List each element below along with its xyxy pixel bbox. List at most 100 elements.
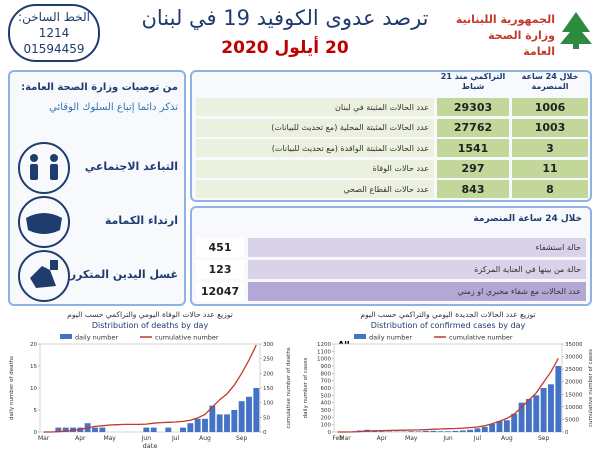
y-tick-label: 0 [328, 430, 332, 436]
legend-label: daily number [369, 334, 412, 342]
value-cumulative: 1541 [437, 139, 509, 157]
hotline-label: الخط الساخن: [10, 9, 98, 25]
y-tick-label: 200 [321, 415, 332, 421]
row-label: عدد الحالات المثبتة المحلية (مع تحديث لل… [196, 119, 434, 137]
x-tick-label: Apr [377, 435, 388, 442]
y-tick-label: 10 [30, 386, 37, 392]
y-tick-label: 5 [34, 408, 38, 414]
y-tick-label: 900 [321, 364, 332, 370]
y-tick-label: 0 [34, 430, 38, 436]
chart-container: توزيع عدد حالات الوفاة اليومي والتراكمي … [6, 310, 294, 450]
chart-container: توزيع عدد الحالات الجديدة اليومي والتراك… [300, 310, 596, 450]
bar [92, 428, 98, 432]
ministry-line: وزارة الصحة العامة [455, 28, 555, 60]
hospital-label: حالة من بينها في العناية المركزة [248, 260, 586, 279]
y2-tick-label: 25000 [565, 367, 583, 373]
x-tick-label: Mar [339, 435, 351, 442]
bar [231, 410, 237, 432]
x-tick-label: Aug [199, 435, 211, 442]
chart: توزيع عدد حالات الوفاة اليومي والتراكمي … [6, 310, 294, 450]
row-label: عدد حالات القطاع الصحي [196, 180, 434, 198]
bar [460, 431, 466, 432]
bar [151, 428, 157, 432]
bar [253, 388, 259, 432]
bar [482, 427, 488, 432]
y2-tick-label: 35000 [565, 342, 583, 348]
bar [165, 428, 171, 432]
x-tick-label: May [405, 435, 418, 442]
bar [430, 431, 436, 432]
bar [187, 423, 193, 432]
y2-tick-label: 5000 [565, 417, 579, 423]
legend-label: daily number [75, 334, 118, 342]
recommendation: التباعد الاجتماعي [85, 160, 178, 173]
bar [533, 395, 539, 432]
y-tick-label: 15 [30, 364, 37, 370]
bar [239, 401, 245, 432]
hospital-value: 123 [196, 260, 244, 279]
x-tick-label: Jul [473, 435, 482, 442]
recommendations-title: من توصيات وزارة الصحة العامة: [21, 82, 178, 93]
bar [438, 431, 444, 432]
bar [555, 366, 561, 432]
hotline-box: الخط الساخن: 1214 01594459 [8, 4, 100, 62]
bar [423, 431, 429, 432]
row-label: عدد الحالات المثبتة في لبنان [196, 98, 434, 116]
bar [497, 421, 503, 432]
bar [195, 419, 201, 432]
recommendation: ارتداء الكمامة [105, 214, 178, 227]
y2-tick-label: 30000 [565, 355, 583, 361]
x-tick-label: Mar [38, 435, 50, 442]
y2-tick-label: 250 [263, 357, 274, 363]
y2-tick-label: 300 [263, 342, 274, 348]
y2-tick-label: 150 [263, 386, 274, 392]
bar [526, 399, 532, 432]
bar [224, 414, 230, 432]
y-tick-label: 1000 [317, 357, 331, 363]
bar [416, 431, 422, 432]
y-tick-label: 600 [321, 386, 332, 392]
hospital-value: 451 [196, 238, 244, 257]
value-24h: 1006 [512, 98, 588, 116]
y-tick-label: 20 [30, 342, 37, 348]
y2-tick-label: 100 [263, 401, 274, 407]
value-cumulative: 843 [437, 180, 509, 198]
ministry-line: الجمهورية اللبنانية [455, 12, 555, 28]
bar [408, 431, 414, 432]
logo [558, 10, 594, 50]
y2-axis-label: cumulative number of cases [588, 349, 594, 427]
y2-tick-label: 10000 [565, 405, 583, 411]
y-axis-label: daily number of deaths [9, 356, 15, 420]
bar [217, 414, 223, 432]
chart: توزيع عدد الحالات الجديدة اليومي والتراك… [300, 310, 596, 450]
legend-label: cumulative number [155, 334, 219, 342]
x-tick-label: Jul [171, 435, 180, 442]
hospital-label: حالة استشفاء [248, 238, 586, 257]
recommendations-panel: من توصيات وزارة الصحة العامة: تذكر دائما… [8, 70, 186, 306]
y2-tick-label: 0 [565, 430, 569, 436]
row-label: عدد حالات الوفاة [196, 160, 434, 178]
y-tick-label: 100 [321, 423, 332, 429]
bar [452, 431, 458, 432]
value-cumulative: 27762 [437, 119, 509, 137]
value-24h: 3 [512, 139, 588, 157]
y-tick-label: 1200 [317, 342, 331, 348]
bar [467, 430, 473, 432]
ministry: الجمهورية اللبنانية وزارة الصحة العامة [455, 12, 555, 60]
recommendations-subtitle: تذكر دائما إتباع السلوك الوقائي [49, 102, 178, 113]
bar [379, 431, 385, 432]
bar [548, 384, 554, 432]
hotline-number: 01594459 [10, 41, 98, 57]
date: 20 أيلول 2020 [120, 38, 450, 58]
column-header: خلال 24 ساعة المنصرمة [512, 72, 588, 92]
value-cumulative: 29303 [437, 98, 509, 116]
value-24h: 1003 [512, 119, 588, 137]
x-tick-label: Sep [538, 435, 550, 442]
y2-tick-label: 50 [263, 415, 270, 421]
y-tick-label: 1100 [317, 349, 331, 355]
chart-title: Distribution of confirmed cases by day [371, 321, 526, 330]
x-tick-label: Jun [442, 435, 453, 442]
x-tick-label: Apr [75, 435, 86, 442]
hotline-number: 1214 [10, 25, 98, 41]
